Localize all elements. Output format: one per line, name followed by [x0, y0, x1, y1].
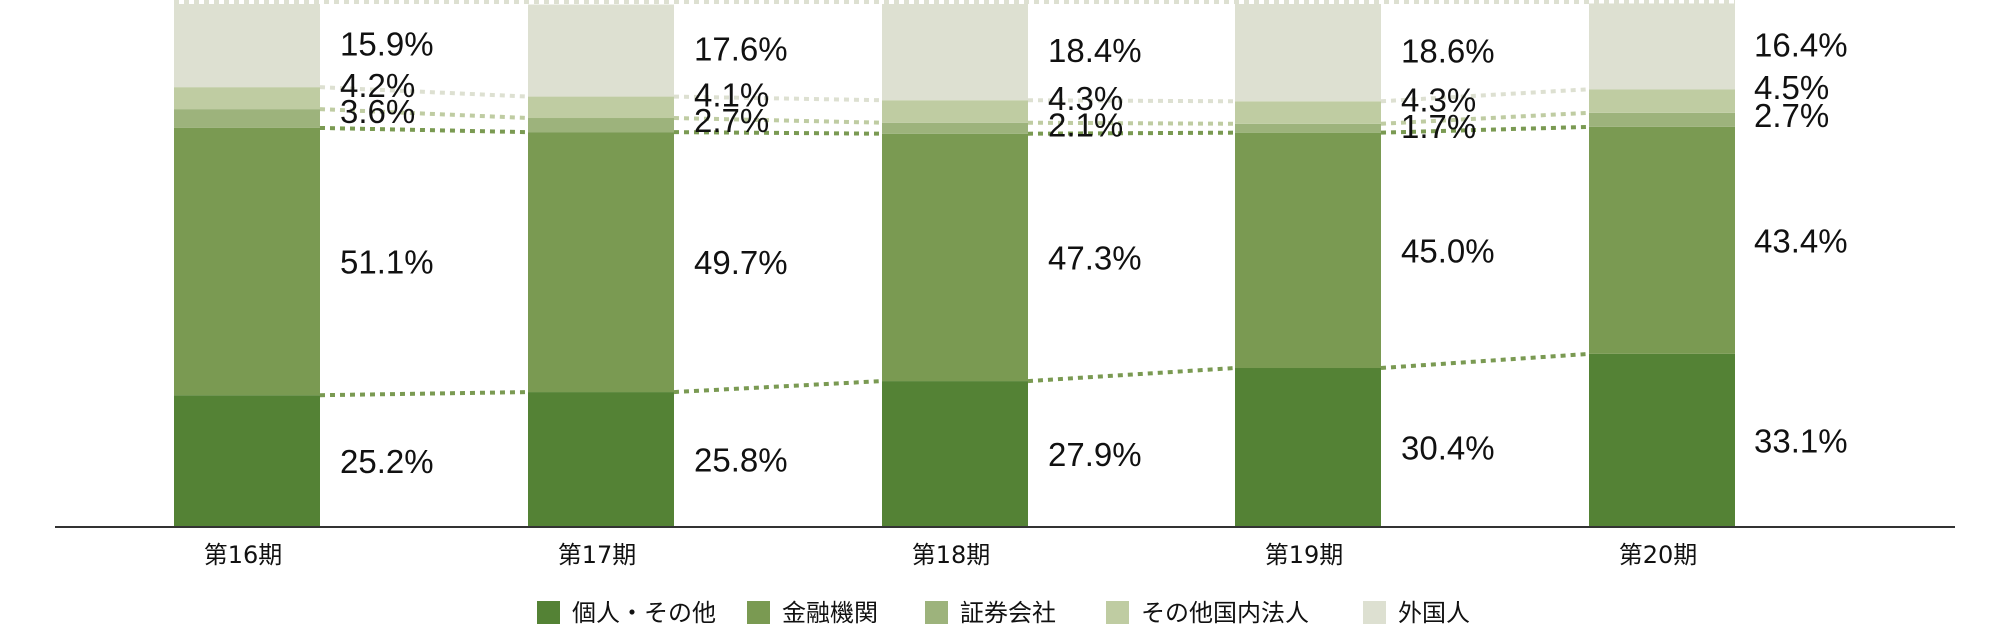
- connector-line: [673, 116, 883, 125]
- value-labels: 25.2%51.1%3.6%4.2%15.9%25.8%49.7%2.7%4.1…: [340, 26, 1848, 481]
- connector-line: [673, 94, 883, 103]
- value-label: 3.6%: [340, 93, 415, 130]
- connector-line: [1027, 120, 1236, 126]
- x-tick-labels: 第16期 第17期 第18期 第19期 第20期: [204, 541, 1698, 569]
- legend-swatch: [747, 601, 770, 624]
- legend-label: 個人・その他: [572, 599, 716, 624]
- connector-line: [319, 85, 529, 99]
- value-label: 17.6%: [694, 30, 788, 67]
- value-label: 4.3%: [1401, 81, 1476, 118]
- bar-segment-5-第20期: [1589, 3, 1735, 90]
- bar-segments: [174, 3, 1735, 527]
- legend-label: 外国人: [1398, 599, 1470, 624]
- connector-line: [1380, 110, 1590, 126]
- connector-line: [319, 390, 529, 398]
- bar-segment-1-第19期: [1235, 368, 1381, 527]
- connector-line: [673, 130, 883, 136]
- bar-segment-2-第17期: [528, 132, 674, 393]
- legend-label: その他国内法人: [1141, 599, 1309, 624]
- bar-segment-1-第16期: [174, 395, 320, 527]
- value-label: 2.7%: [1754, 97, 1829, 134]
- legend-swatch: [1106, 601, 1129, 624]
- value-label: 33.1%: [1754, 422, 1848, 459]
- connector-line: [1380, 87, 1590, 104]
- value-label: 47.3%: [1048, 239, 1142, 276]
- bar-segment-5-第16期: [174, 4, 320, 88]
- legend-label: 金融機関: [782, 599, 878, 624]
- value-label: 2.1%: [1048, 107, 1123, 144]
- value-label: 45.0%: [1401, 232, 1495, 269]
- connector-line: [1027, 366, 1236, 384]
- x-tick-label: 第16期: [204, 541, 283, 569]
- bar-segment-4-第17期: [528, 96, 674, 119]
- legend-swatch: [537, 601, 560, 624]
- x-tick-label: 第19期: [1265, 541, 1344, 569]
- value-label: 43.4%: [1754, 222, 1848, 259]
- legend: 個人・その他 金融機関 証券会社 その他国内法人 外国人: [537, 599, 1470, 624]
- bar-segment-3-第19期: [1235, 123, 1381, 133]
- connector-line: [1380, 124, 1590, 135]
- bar-segment-3-第16期: [174, 109, 320, 128]
- value-label: 1.7%: [1401, 108, 1476, 145]
- value-label: 4.1%: [694, 77, 769, 114]
- connector-lines: [174, 0, 1735, 398]
- connector-line: [673, 379, 883, 395]
- bar-segment-5-第18期: [882, 4, 1028, 101]
- bar-segment-3-第17期: [528, 118, 674, 133]
- value-label: 4.5%: [1754, 69, 1829, 106]
- value-label: 25.2%: [340, 443, 434, 480]
- value-label: 18.4%: [1048, 32, 1142, 69]
- bar-segment-1-第17期: [528, 392, 674, 527]
- x-tick-label: 第18期: [912, 541, 991, 569]
- legend-swatch: [1363, 601, 1386, 624]
- x-tick-label: 第17期: [558, 541, 637, 569]
- value-label: 18.6%: [1401, 33, 1495, 70]
- legend-label: 証券会社: [960, 599, 1056, 624]
- connector-line: [1380, 351, 1590, 371]
- value-label: 49.7%: [694, 244, 788, 281]
- bar-segment-2-第20期: [1589, 126, 1735, 354]
- value-label: 2.7%: [694, 102, 769, 139]
- bar-segment-3-第20期: [1589, 112, 1735, 127]
- value-label: 16.4%: [1754, 27, 1848, 64]
- x-tick-label: 第20期: [1619, 541, 1698, 569]
- bar-segment-5-第17期: [528, 4, 674, 97]
- bar-segment-5-第19期: [1235, 4, 1381, 102]
- value-label: 51.1%: [340, 244, 434, 281]
- bar-segment-1-第18期: [882, 381, 1028, 527]
- bar-segment-3-第18期: [882, 122, 1028, 134]
- legend-swatch: [925, 601, 948, 624]
- connector-line: [319, 125, 529, 135]
- value-label: 4.2%: [340, 67, 415, 104]
- value-label: 4.3%: [1048, 80, 1123, 117]
- connector-line: [1027, 130, 1236, 136]
- bar-segment-2-第19期: [1235, 132, 1381, 369]
- bar-segment-2-第18期: [882, 133, 1028, 382]
- value-label: 30.4%: [1401, 430, 1495, 467]
- connector-line: [1027, 98, 1236, 104]
- bar-segment-1-第20期: [1589, 353, 1735, 527]
- connector-line: [319, 107, 529, 121]
- bar-segment-4-第20期: [1589, 89, 1735, 113]
- bar-segment-2-第16期: [174, 127, 320, 396]
- value-label: 27.9%: [1048, 436, 1142, 473]
- bar-segment-4-第16期: [174, 87, 320, 110]
- value-label: 15.9%: [340, 26, 434, 63]
- value-label: 25.8%: [694, 442, 788, 479]
- bar-segment-4-第18期: [882, 100, 1028, 123]
- bar-segment-4-第19期: [1235, 101, 1381, 124]
